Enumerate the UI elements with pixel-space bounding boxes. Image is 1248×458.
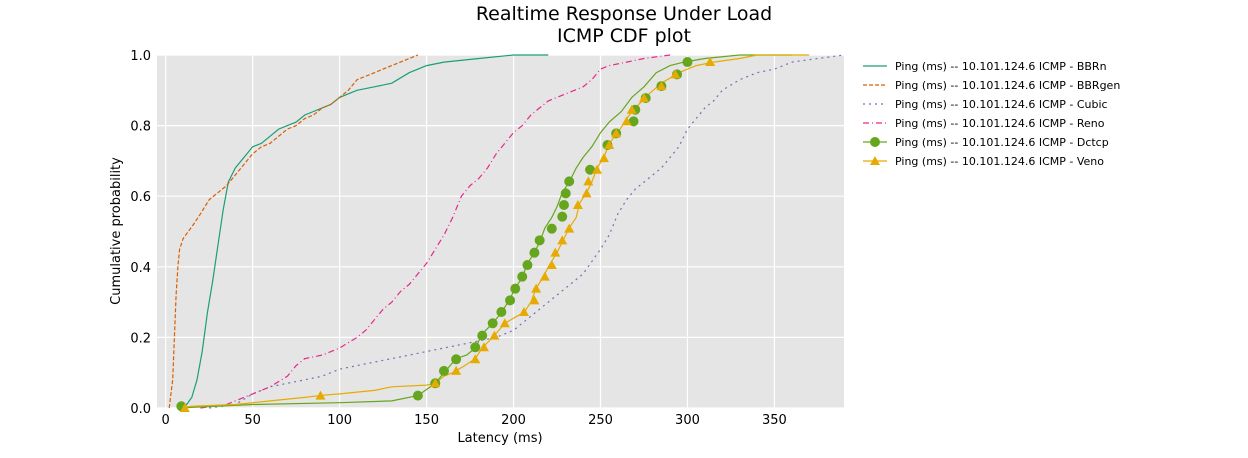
series-marker xyxy=(496,306,507,317)
x-tick-label: 0 xyxy=(162,413,170,428)
series-marker xyxy=(564,223,575,233)
series-marker xyxy=(510,283,521,294)
series-marker xyxy=(487,318,498,329)
series-marker xyxy=(546,223,557,234)
series-marker xyxy=(572,200,583,210)
y-tick-label: 0.6 xyxy=(130,190,151,205)
grid-lines xyxy=(157,54,844,409)
series-marker xyxy=(470,342,481,353)
series-marker xyxy=(499,318,510,328)
series-marker xyxy=(670,69,681,79)
series-marker xyxy=(626,104,637,114)
series-marker xyxy=(557,235,568,245)
x-tick-label: 100 xyxy=(327,413,352,428)
chart-subtitle: ICMP CDF plot xyxy=(557,25,691,47)
y-tick-label: 0.8 xyxy=(130,120,151,135)
series-marker xyxy=(505,295,516,306)
plot-area xyxy=(157,55,844,408)
series-marker xyxy=(470,354,481,364)
series-markers xyxy=(176,57,716,412)
series-marker xyxy=(604,140,615,150)
legend-entry: Ping (ms) -- 10.101.124.6 ICMP - Reno xyxy=(895,117,1105,130)
series-line xyxy=(200,54,671,409)
series-marker xyxy=(546,260,557,270)
series-marker xyxy=(682,57,693,68)
x-tick-label: 200 xyxy=(501,413,526,428)
series-line xyxy=(180,54,549,409)
series-marker xyxy=(489,330,500,340)
series-marker xyxy=(451,365,462,375)
series-marker xyxy=(598,153,609,163)
legend-entry: Ping (ms) -- 10.101.124.6 ICMP - BBRn xyxy=(895,60,1107,73)
series-marker xyxy=(705,57,716,67)
series-marker xyxy=(539,271,550,281)
series-marker xyxy=(564,176,575,187)
y-axis-ticks: 0.0 0.2 0.4 0.6 0.8 1.0 xyxy=(130,49,151,417)
series-marker xyxy=(412,390,423,401)
legend-marker xyxy=(870,156,880,165)
series-marker xyxy=(621,116,632,126)
x-tick-label: 250 xyxy=(588,413,613,428)
series-marker xyxy=(611,128,622,138)
y-tick-label: 0.0 xyxy=(130,402,151,417)
x-tick-label: 350 xyxy=(762,413,787,428)
series-marker xyxy=(478,342,489,352)
series-marker xyxy=(430,378,441,388)
series-marker xyxy=(529,247,540,258)
legend: Ping (ms) -- 10.101.124.6 ICMP - BBRn Pin… xyxy=(863,60,1120,168)
series-marker xyxy=(581,188,592,198)
series-marker xyxy=(592,164,603,174)
series-marker xyxy=(550,247,561,257)
x-tick-label: 150 xyxy=(414,413,439,428)
legend-entry: Ping (ms) -- 10.101.124.6 ICMP - Dctcp xyxy=(895,136,1109,149)
series-marker xyxy=(517,271,528,282)
series-marker xyxy=(557,211,568,222)
chart-title: Realtime Response Under Load xyxy=(476,3,772,25)
legend-marker xyxy=(870,137,880,147)
series-marker xyxy=(451,354,462,365)
x-axis-ticks: 0 50 100 150 200 250 300 350 xyxy=(162,413,787,428)
legend-entry: Ping (ms) -- 10.101.124.6 ICMP - BBRgen xyxy=(895,79,1120,92)
series-marker xyxy=(518,306,529,316)
series-line xyxy=(209,54,845,409)
legend-entry: Ping (ms) -- 10.101.124.6 ICMP - Cubic xyxy=(895,98,1108,111)
y-axis-label: Cumulative probability xyxy=(109,157,124,305)
series-marker xyxy=(315,390,326,400)
series-marker xyxy=(560,188,571,199)
x-axis-label: Latency (ms) xyxy=(457,431,542,446)
series-marker xyxy=(656,81,667,91)
series-line xyxy=(168,54,419,409)
y-tick-label: 0.4 xyxy=(130,261,151,276)
series-marker xyxy=(531,283,542,293)
series-marker xyxy=(529,295,540,305)
y-tick-label: 0.2 xyxy=(130,331,151,346)
x-tick-label: 300 xyxy=(675,413,700,428)
x-tick-label: 50 xyxy=(244,413,261,428)
series-marker xyxy=(583,176,594,186)
y-tick-label: 1.0 xyxy=(130,49,151,64)
series-marker xyxy=(534,235,545,246)
series-marker xyxy=(477,330,488,341)
legend-entry: Ping (ms) -- 10.101.124.6 ICMP - Veno xyxy=(895,155,1104,168)
series-marker xyxy=(558,200,569,211)
series-marker xyxy=(638,93,649,103)
series-marker xyxy=(522,260,533,271)
series-marker xyxy=(438,365,449,376)
series-marker xyxy=(179,403,190,412)
